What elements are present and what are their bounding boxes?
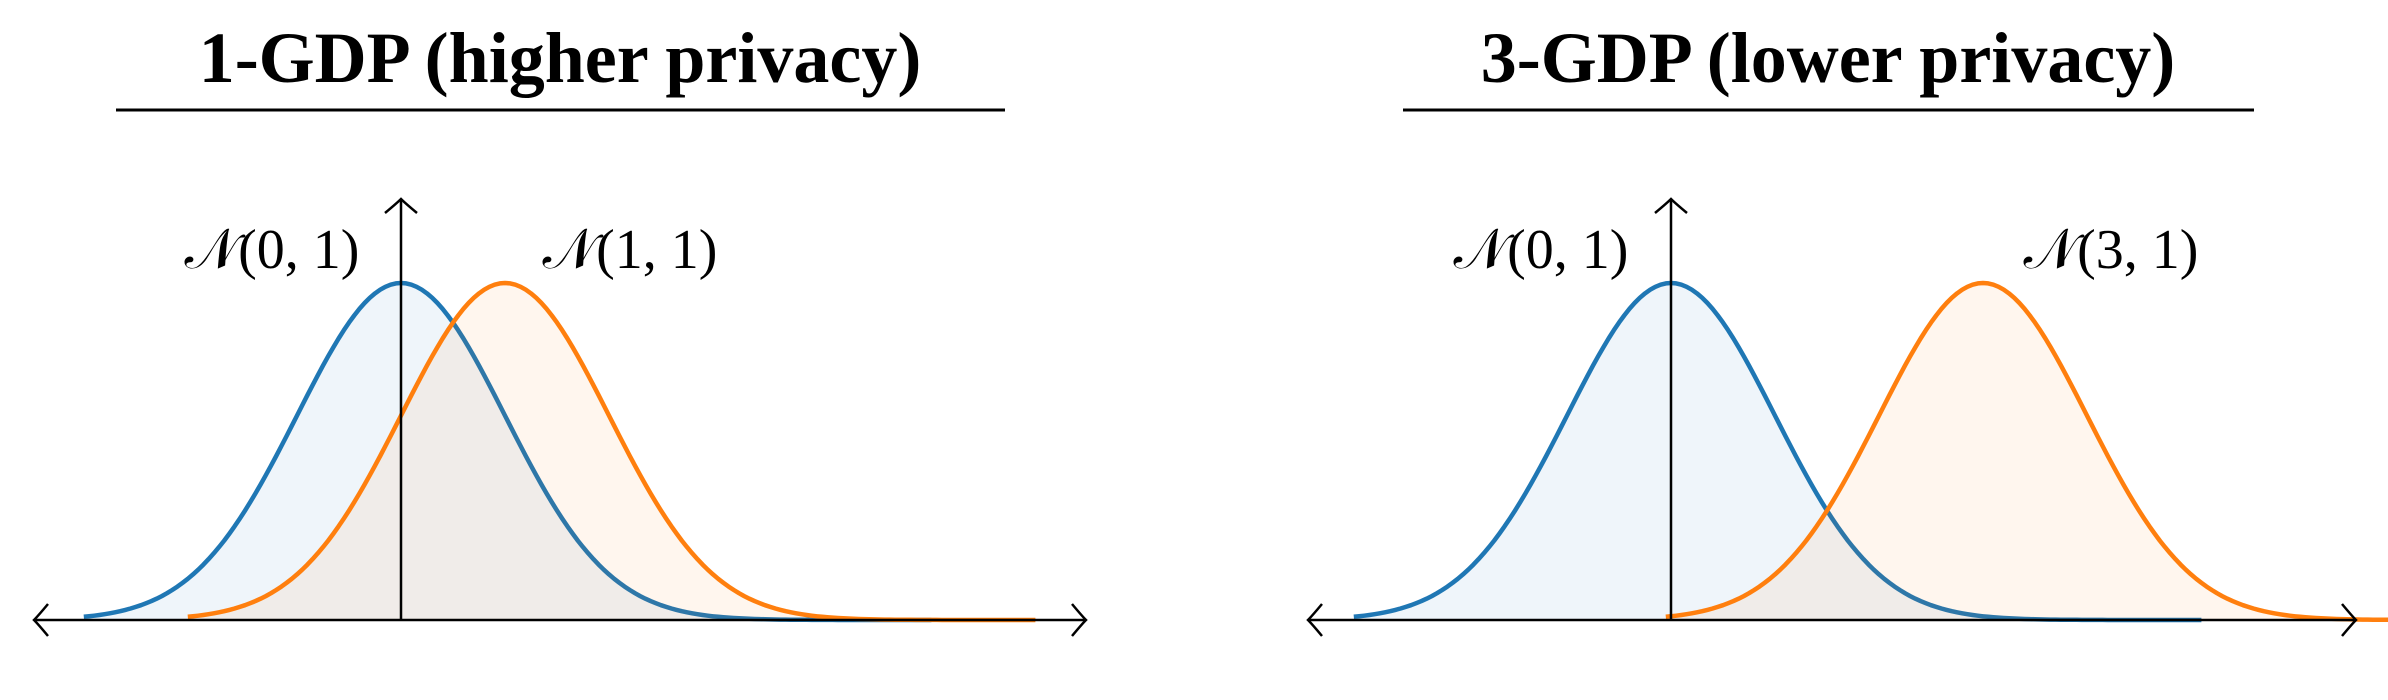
panel: 1-GDP (higher privacy) 𝒩(0, 1) 𝒩(1, 1) — [32, 18, 1088, 637]
arrow-right — [1071, 603, 1088, 637]
curve-label: 𝒩(3, 1) — [2024, 219, 2199, 281]
arrow-left — [32, 603, 49, 637]
curve-fill — [83, 283, 932, 620]
curve-fill — [1353, 283, 2202, 620]
arrow-left — [1306, 603, 1323, 637]
panel: 3-GDP (lower privacy) 𝒩(0, 1) 𝒩(3, 1) — [1306, 18, 2388, 637]
curve-fill — [187, 283, 1036, 620]
density-curve — [1665, 280, 2388, 623]
panel-title: 1-GDP (higher privacy) — [199, 18, 922, 98]
arrow-right — [2341, 603, 2358, 637]
curve-label: 𝒩(0, 1) — [1454, 219, 1629, 281]
arrow-up — [1654, 197, 1688, 214]
curve-label: 𝒩(0, 1) — [185, 219, 360, 281]
panel-title: 3-GDP (lower privacy) — [1481, 18, 2176, 98]
curve-fill — [1665, 283, 2388, 620]
curve-label: 𝒩(1, 1) — [543, 219, 718, 281]
arrow-up — [384, 197, 418, 214]
